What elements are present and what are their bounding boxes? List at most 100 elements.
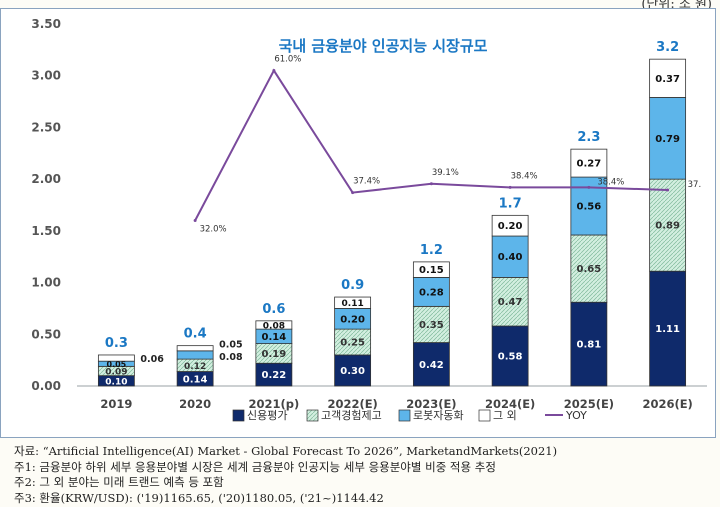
bar-segment-그 외	[649, 58, 687, 98]
legend-swatch	[398, 409, 411, 422]
segment-label: 0.08	[219, 352, 243, 363]
segment-label: 0.19	[262, 349, 287, 360]
x-tick-label: 2020	[179, 397, 211, 411]
bar-total-label: 0.9	[341, 278, 364, 293]
note-3: 주3: 환율(KRW/USD): ('19)1165.65, ('20)1180…	[14, 490, 384, 505]
segment-label: 0.14	[183, 374, 208, 385]
yoy-label: 61.0%	[274, 55, 301, 65]
yoy-point	[351, 191, 355, 195]
bar-segment-그 외	[570, 148, 608, 178]
y-tick-label: 2.50	[31, 120, 61, 134]
bar-segment-로봇자동화	[649, 97, 687, 180]
bar-segment-그 외	[176, 345, 214, 352]
segment-label: 0.22	[262, 370, 287, 381]
bar-segment-그 외	[412, 261, 450, 278]
bar-segment-그 외	[491, 214, 529, 237]
segment-label: 1.11	[655, 324, 680, 335]
segment-label: 0.14	[262, 332, 287, 343]
segment-label: 0.20	[498, 221, 523, 232]
segment-label: 0.10	[105, 377, 127, 387]
source-notes: 자료: “Artificial Intelligence(AI) Market …	[14, 444, 557, 506]
yoy-point	[429, 182, 433, 186]
segment-label: 0.15	[419, 265, 444, 276]
x-tick-label: 2019	[100, 397, 132, 411]
yoy-label: 38.4%	[511, 171, 538, 181]
yoy-point	[508, 185, 512, 189]
x-tick-label: 2021(p)	[248, 397, 299, 411]
yoy-label: 37.	[688, 180, 702, 190]
segment-label: 0.12	[184, 362, 206, 372]
segment-label: 0.89	[655, 221, 680, 232]
x-tick-label: 2025(E)	[564, 397, 614, 411]
bar-total-label: 0.4	[184, 327, 207, 342]
bar-segment-로봇자동화	[412, 276, 450, 307]
legend-label: 로봇자동화	[413, 409, 464, 422]
x-tick-label: 2026(E)	[642, 397, 692, 411]
segment-label: 0.47	[498, 297, 523, 308]
bar-total-label: 1.2	[420, 243, 443, 258]
bar-total-label: 1.7	[499, 196, 522, 211]
bar-total-label: 2.3	[577, 130, 600, 145]
segment-label: 0.58	[498, 352, 523, 363]
bar-segment-고객경험제고	[491, 276, 529, 327]
segment-label: 0.05	[107, 360, 127, 369]
segment-label: 0.37	[655, 74, 680, 85]
y-tick-label: 1.00	[31, 276, 61, 290]
bar-segment-고객경험제고	[334, 328, 372, 356]
segment-label: 0.81	[577, 340, 602, 351]
segment-label: 0.65	[577, 264, 602, 275]
legend-swatch	[478, 409, 491, 422]
chart-title: 국내 금융분야 인공지능 시장규모	[279, 37, 488, 55]
x-tick-label: 2023(E)	[406, 397, 456, 411]
legend-swatch	[232, 409, 245, 422]
yoy-point	[272, 69, 276, 73]
segment-label: 0.56	[577, 202, 602, 213]
bar-segment-신용평가	[491, 325, 529, 387]
note-2: 주2: 그 외 분야는 미래 트랜드 예측 등 포함	[14, 475, 224, 489]
yoy-label: 37.4%	[353, 177, 380, 187]
segment-label: 0.05	[219, 340, 242, 351]
legend-label: 그 외	[493, 409, 517, 422]
segment-label: 0.08	[263, 321, 285, 331]
segment-label: 0.11	[342, 299, 364, 309]
y-tick-label: 2.00	[31, 172, 61, 186]
segment-label: 0.42	[419, 360, 444, 371]
yoy-label: 32.0%	[200, 225, 227, 235]
bar-segment-고객경험제고	[570, 234, 608, 303]
segment-label: 0.09	[105, 368, 127, 378]
segment-label: 0.30	[340, 366, 365, 377]
bar-total-label: 0.3	[105, 336, 128, 351]
segment-label: 0.27	[577, 159, 602, 170]
yoy-label: 38.4%	[597, 177, 624, 187]
y-tick-label: 3.50	[31, 17, 61, 31]
legend-label: YOY	[565, 409, 587, 422]
bar-segment-그 외	[334, 296, 372, 309]
bar-segment-그 외	[97, 354, 135, 362]
yoy-point	[666, 188, 670, 192]
segment-label: 0.79	[655, 134, 680, 145]
bar-segment-신용평가	[649, 270, 687, 387]
yoy-point	[587, 185, 591, 189]
yoy-point	[193, 219, 197, 223]
legend-label: 고객경험제고	[321, 409, 382, 422]
bar-total-label: 3.2	[656, 40, 679, 55]
legend-swatch	[306, 409, 319, 422]
segment-label: 0.25	[340, 338, 365, 349]
note-source: 자료: “Artificial Intelligence(AI) Market …	[14, 444, 558, 458]
y-tick-label: 0.00	[31, 379, 61, 393]
market-size-chart: 0.00 0.50 1.00 1.50 2.00 2.50 3.00 3.50 국내 금융분야 …	[31, 17, 707, 422]
segment-label: 0.40	[498, 252, 523, 263]
x-tick-label: 2022(E)	[327, 397, 377, 411]
segment-label: 0.06	[140, 354, 164, 365]
bar-total-label: 0.6	[262, 302, 285, 317]
segment-label: 0.28	[419, 287, 444, 298]
bar-segment-고객경험제고	[649, 178, 687, 272]
segment-label: 0.35	[419, 320, 444, 331]
bar-segment-그 외	[255, 320, 293, 330]
bar-segment-로봇자동화	[491, 235, 529, 278]
x-tick-label: 2024(E)	[485, 397, 535, 411]
y-tick-label: 0.50	[31, 327, 61, 341]
y-tick-label: 3.00	[31, 69, 61, 83]
segment-label: 0.20	[340, 314, 365, 325]
legend-label: 신용평가	[247, 409, 287, 422]
